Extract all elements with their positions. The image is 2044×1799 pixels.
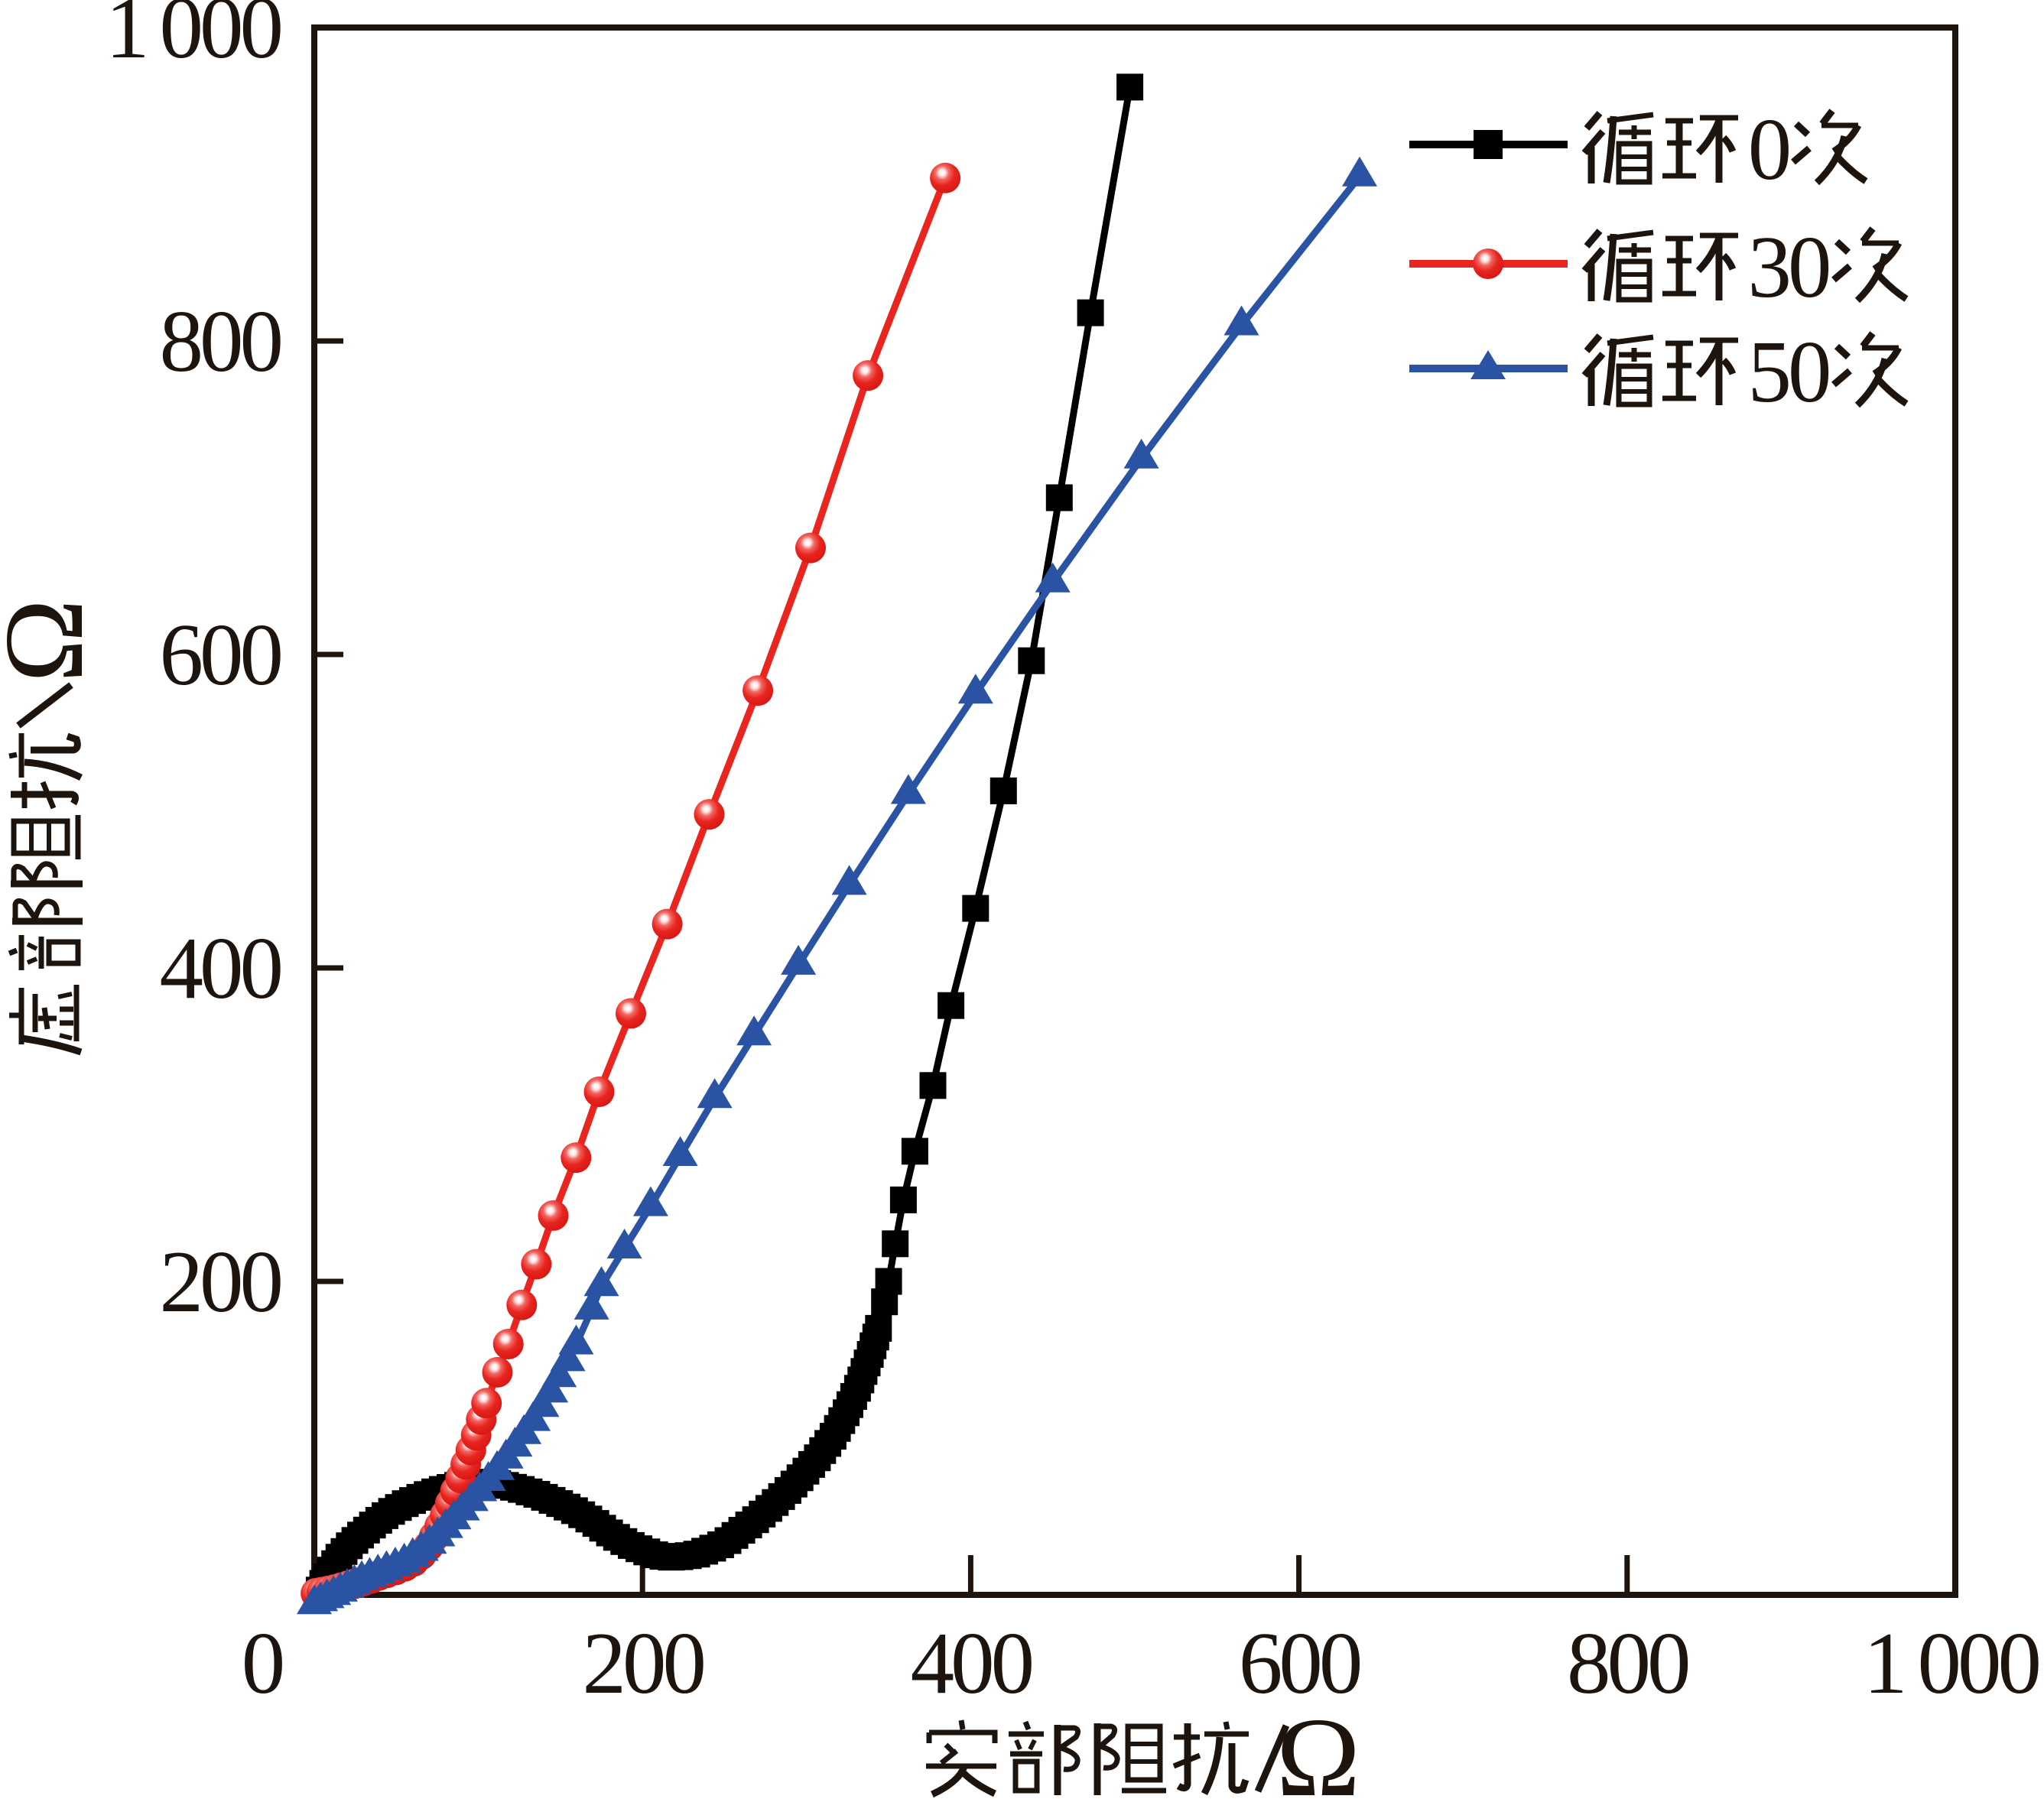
- svg-text:0: 0: [242, 1615, 283, 1712]
- svg-text:Ω: Ω: [0, 599, 107, 683]
- svg-text:Ω: Ω: [1276, 1695, 1360, 1799]
- svg-text:400: 400: [911, 1615, 1032, 1712]
- svg-text:800: 800: [1567, 1615, 1688, 1712]
- svg-text:600: 600: [1239, 1615, 1360, 1712]
- svg-text:400: 400: [160, 920, 281, 1017]
- svg-text:50: 50: [1748, 323, 1830, 421]
- svg-text:30: 30: [1748, 219, 1830, 316]
- svg-text:1 000: 1 000: [1864, 1615, 2039, 1712]
- svg-text:0: 0: [1748, 101, 1789, 198]
- svg-text:800: 800: [160, 293, 281, 390]
- svg-text:200: 200: [582, 1615, 704, 1712]
- svg-text:600: 600: [160, 606, 281, 703]
- svg-text:200: 200: [160, 1233, 281, 1330]
- svg-text:1 000: 1 000: [106, 0, 281, 76]
